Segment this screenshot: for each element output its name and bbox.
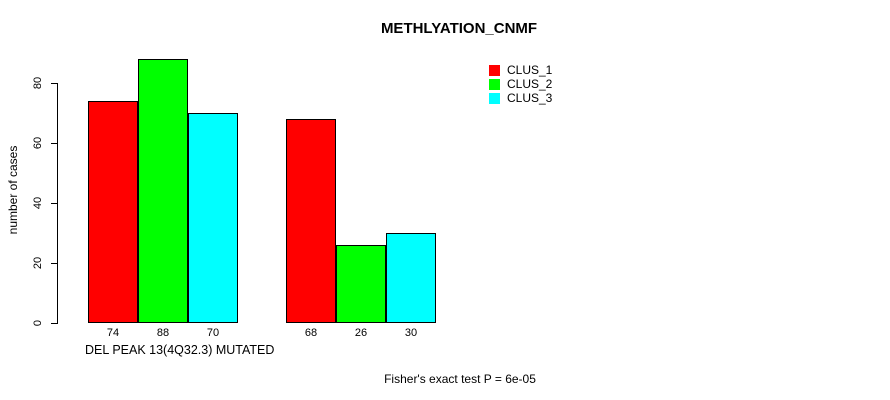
y-axis-label: number of cases <box>6 145 20 235</box>
legend-swatch-icon <box>489 93 500 104</box>
legend-label: CLUS_3 <box>507 91 553 105</box>
bar-value-label: 70 <box>206 327 220 339</box>
bar-clus_1-group2 <box>286 119 336 323</box>
legend-label: CLUS_2 <box>507 77 553 91</box>
legend-swatch-icon <box>489 79 500 90</box>
bar-clus_1-group1 <box>88 101 138 323</box>
x-axis-label: DEL PEAK 13(4Q32.3) MUTATED <box>85 343 275 357</box>
bar-value-label: 74 <box>106 327 120 339</box>
bar-value-label: 88 <box>156 327 170 339</box>
y-axis-tick-label: 20 <box>32 256 44 270</box>
chart-title: METHLYATION_CNMF <box>380 20 538 37</box>
bar-value-label: 68 <box>304 327 318 339</box>
y-axis-tick <box>51 203 58 204</box>
y-axis-tick <box>51 263 58 264</box>
legend-item-clus_1: CLUS_1 <box>489 64 552 77</box>
y-axis-tick-label: 60 <box>32 136 44 150</box>
bar-value-label: 30 <box>404 327 418 339</box>
legend: CLUS_1 CLUS_2 CLUS_3 <box>489 64 552 106</box>
fisher-test-note: Fisher's exact test P = 6e-05 <box>384 372 536 386</box>
legend-item-clus_2: CLUS_2 <box>489 78 552 91</box>
y-axis-tick <box>51 323 58 324</box>
y-axis-tick-label: 40 <box>32 196 44 210</box>
y-axis-tick <box>51 143 58 144</box>
bar-clus_3-group2 <box>386 233 436 323</box>
bar-clus_2-group2 <box>336 245 386 323</box>
bar-clus_3-group1 <box>188 113 238 323</box>
bar-clus_2-group1 <box>138 59 188 323</box>
y-axis-tick-label: 80 <box>32 76 44 90</box>
y-axis-tick <box>51 83 58 84</box>
legend-item-clus_3: CLUS_3 <box>489 92 552 105</box>
legend-label: CLUS_1 <box>507 63 553 77</box>
y-axis-tick-label: 0 <box>32 319 44 327</box>
bar-value-label: 26 <box>354 327 368 339</box>
legend-swatch-icon <box>489 65 500 76</box>
